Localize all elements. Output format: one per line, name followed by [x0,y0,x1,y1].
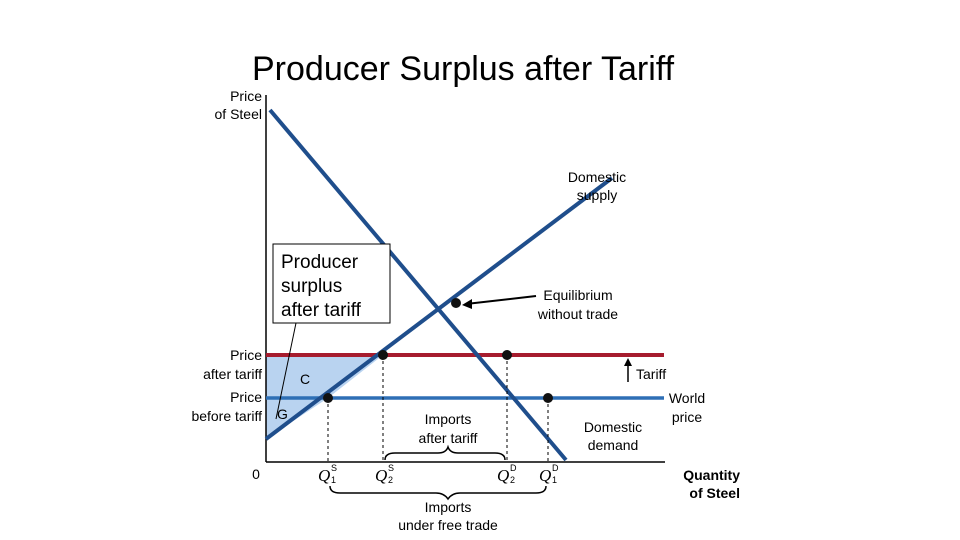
quantity-label-q2d: Q D 2 [497,463,517,485]
quantity-q1d-base: Q [539,466,551,485]
producer-surplus-label-2: surplus [281,276,342,297]
price-before-tariff-label-2: before tariff [191,408,262,424]
imports-after-tariff-label-2: after tariff [419,430,478,446]
demand-label-2: demand [588,437,639,453]
equilibrium-arrow-head [462,299,472,309]
quantity-q2s-base: Q [375,466,387,485]
equilibrium-point [451,298,461,308]
supply-label-2: supply [577,187,617,203]
region-g-label: G [277,406,288,422]
y-axis-label-1: Price [230,88,262,104]
tariff-arrow-head [624,358,632,366]
equilibrium-arrow-shaft [465,295,537,305]
producer-surplus-label-3: after tariff [281,300,362,321]
supply-tariff-point [378,350,388,360]
quantity-q1d-sub: 1 [552,475,557,485]
quantity-q2d-sub: 2 [510,475,515,485]
price-before-tariff-label-1: Price [230,389,262,405]
demand-tariff-point [502,350,512,360]
demand-world-point [543,393,553,403]
quantity-q2s-sup: S [388,463,394,473]
x-axis-label-1: Quantity [683,467,740,483]
quantity-label-q1s: Q S 1 [318,463,337,485]
quantity-q1d-sup: D [552,463,559,473]
imports-after-tariff-label-1: Imports [425,411,472,427]
domestic-demand-curve [268,108,568,462]
quantity-q1s-sub: 1 [331,475,336,485]
quantity-label-q2s: Q S 2 [375,463,394,485]
equilibrium-label-2: without trade [537,306,618,322]
equilibrium-label-1: Equilibrium [543,287,612,303]
quantity-q1s-base: Q [318,466,330,485]
quantity-q2d-base: Q [497,466,509,485]
demand-label-1: Domestic [584,419,642,435]
region-c-label: C [300,371,310,387]
price-after-tariff-label-1: Price [230,347,262,363]
x-axis-label-2: of Steel [689,485,740,501]
tariff-label: Tariff [636,366,666,382]
origin-label: 0 [252,466,260,482]
producer-surplus-label-1: Producer [281,252,359,273]
quantity-q2s-sub: 2 [388,475,393,485]
quantity-q1s-sup: S [331,463,337,473]
imports-free-trade-label-2: under free trade [398,517,498,533]
imports-free-trade-label-1: Imports [425,499,472,515]
diagram-title: Producer Surplus after Tariff [252,50,675,88]
imports-after-tariff-brace [384,444,506,461]
supply-label-1: Domestic [568,169,626,185]
producer-surplus-box [272,243,391,324]
supply-world-point [323,393,333,403]
quantity-label-q1d: Q D 1 [539,463,559,485]
quantity-q2d-sup: D [510,463,517,473]
world-price-label-2: price [672,409,703,425]
world-price-label-1: World [669,390,705,406]
producer-surplus-pointer [275,322,297,420]
price-after-tariff-label-2: after tariff [203,366,262,382]
y-axis-label-2: of Steel [215,106,262,122]
imports-free-trade-brace [329,485,547,501]
domestic-supply-curve [264,176,614,441]
